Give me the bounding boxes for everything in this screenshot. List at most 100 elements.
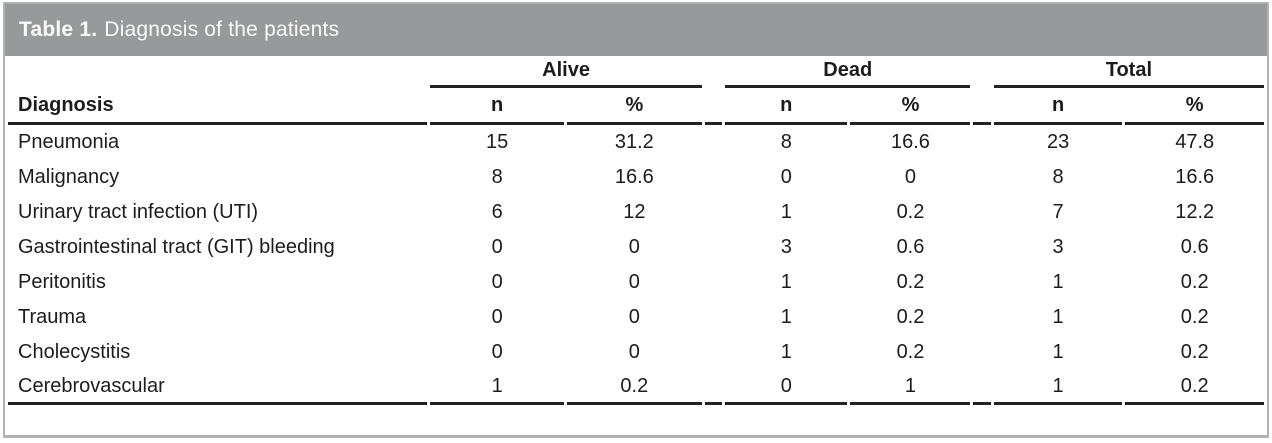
total-pct-cell: 0.2 (1125, 370, 1264, 405)
table-row: Trauma 0 0 1 0.2 1 0.2 (8, 300, 1264, 335)
dead-n-cell: 1 (780, 201, 792, 223)
dead-n-cell: 0 (725, 370, 848, 405)
dead-pct-cell: 0 (904, 166, 917, 188)
column-gap (705, 230, 722, 265)
table-row: Peritonitis 0 0 1 0.2 1 0.2 (8, 265, 1264, 300)
dead-n-cell: 1 (780, 341, 792, 363)
table-row: Pneumonia 15 31.2 8 16.6 23 47.8 (8, 125, 1264, 160)
dead-pct-cell: 1 (850, 370, 971, 405)
alive-pct-cell: 0 (628, 306, 640, 328)
alive-n-cell: 0 (491, 341, 503, 363)
dead-n-cell: 3 (780, 236, 792, 258)
total-n-cell: 1 (1052, 306, 1064, 328)
dead-n-cell: 8 (780, 131, 792, 153)
alive-n-cell: 6 (491, 201, 503, 223)
group-header-alive: Alive (430, 56, 702, 88)
group-header-dead: Dead (725, 56, 971, 88)
diagnosis-cell: Gastrointestinal tract (GIT) bleeding (18, 236, 335, 258)
total-n-cell: 23 (1046, 131, 1070, 153)
table-row: Cerebrovascular 1 0.2 0 1 1 0.2 (8, 370, 1264, 405)
dead-pct-header: % (850, 88, 971, 125)
column-gap (973, 195, 990, 230)
group-header-empty (8, 56, 427, 88)
dead-n-cell: 1 (780, 271, 792, 293)
diagnosis-cell: Malignancy (18, 166, 120, 188)
bottom-filler (5, 405, 1267, 435)
alive-pct-cell: 16.6 (614, 166, 654, 188)
total-n-cell: 7 (1052, 201, 1064, 223)
diagnosis-cell: Cholecystitis (18, 341, 131, 363)
column-gap (705, 125, 722, 160)
group-header-row: Alive Dead Total (8, 56, 1264, 88)
column-gap (704, 370, 723, 405)
alive-n-cell: 8 (491, 166, 503, 188)
column-gap (973, 300, 990, 335)
diagnosis-table: Alive Dead Total Diagnosis n % n % n % P… (5, 56, 1267, 405)
column-gap (973, 335, 990, 370)
alive-pct-cell: 0.2 (566, 370, 702, 405)
total-n-cell: 8 (1052, 166, 1064, 188)
total-pct-cell: 0.6 (1180, 236, 1209, 258)
alive-pct-cell: 0 (628, 341, 640, 363)
column-gap (973, 88, 991, 125)
total-pct-cell: 16.6 (1175, 166, 1215, 188)
dead-pct-cell: 0.2 (896, 201, 925, 223)
total-n-cell: 1 (1052, 271, 1064, 293)
alive-pct-cell: 0 (628, 236, 640, 258)
alive-n-cell: 15 (486, 131, 509, 153)
total-pct-cell: 12.2 (1175, 201, 1215, 223)
alive-pct-cell: 31.2 (614, 131, 654, 153)
column-gap (973, 370, 991, 405)
diagnosis-cell: Urinary tract infection (UTI) (18, 201, 259, 223)
alive-n-header: n (430, 88, 564, 125)
dead-n-cell: 0 (780, 166, 792, 188)
column-gap (973, 160, 990, 195)
alive-pct-cell: 12 (623, 201, 646, 223)
table-number-label: Table 1. (19, 18, 98, 41)
table-row: Cholecystitis 0 0 1 0.2 1 0.2 (8, 335, 1264, 370)
diagnosis-cell: Pneumonia (18, 131, 120, 153)
dead-n-cell: 1 (780, 306, 792, 328)
table-card: Table 1. Diagnosis of the patients Alive… (3, 2, 1269, 438)
total-n-cell: 3 (1052, 236, 1064, 258)
alive-n-cell: 0 (491, 271, 503, 293)
column-gap (705, 265, 722, 300)
alive-n-cell: 0 (491, 236, 503, 258)
table-row: Malignancy 8 16.6 0 0 8 16.6 (8, 160, 1264, 195)
column-gap (705, 300, 722, 335)
column-gap (973, 56, 990, 88)
column-gap (705, 335, 722, 370)
column-gap (973, 125, 990, 160)
table-row: Gastrointestinal tract (GIT) bleeding 0 … (8, 230, 1264, 265)
total-n-cell: 1 (993, 370, 1123, 405)
dead-n-header: n (725, 88, 848, 125)
dead-pct-cell: 0.2 (896, 306, 925, 328)
diagnosis-column-header: Diagnosis (8, 88, 428, 125)
group-header-total: Total (993, 56, 1264, 88)
total-n-header: n (993, 88, 1123, 125)
table-title-text: Diagnosis of the patients (104, 18, 340, 41)
alive-pct-header: % (566, 88, 702, 125)
diagnosis-cell: Trauma (18, 306, 87, 328)
total-pct-cell: 0.2 (1180, 341, 1209, 363)
dead-pct-cell: 0.6 (896, 236, 925, 258)
dead-pct-cell: 16.6 (891, 131, 930, 153)
column-gap (973, 265, 990, 300)
diagnosis-cell: Peritonitis (18, 271, 106, 293)
column-gap (704, 88, 723, 125)
table-title-bar: Table 1. Diagnosis of the patients (5, 4, 1267, 56)
total-pct-cell: 0.2 (1180, 271, 1209, 293)
total-pct-cell: 0.2 (1180, 306, 1209, 328)
alive-n-cell: 1 (430, 370, 564, 405)
column-gap (705, 195, 722, 230)
alive-pct-cell: 0 (628, 271, 640, 293)
dead-pct-cell: 0.2 (896, 341, 925, 363)
table-row: Urinary tract infection (UTI) 6 12 1 0.2… (8, 195, 1264, 230)
column-gap (705, 56, 722, 88)
column-gap (705, 160, 722, 195)
total-pct-cell: 47.8 (1175, 131, 1215, 153)
alive-n-cell: 0 (491, 306, 503, 328)
column-gap (973, 230, 990, 265)
total-n-cell: 1 (1052, 341, 1064, 363)
dead-pct-cell: 0.2 (896, 271, 925, 293)
